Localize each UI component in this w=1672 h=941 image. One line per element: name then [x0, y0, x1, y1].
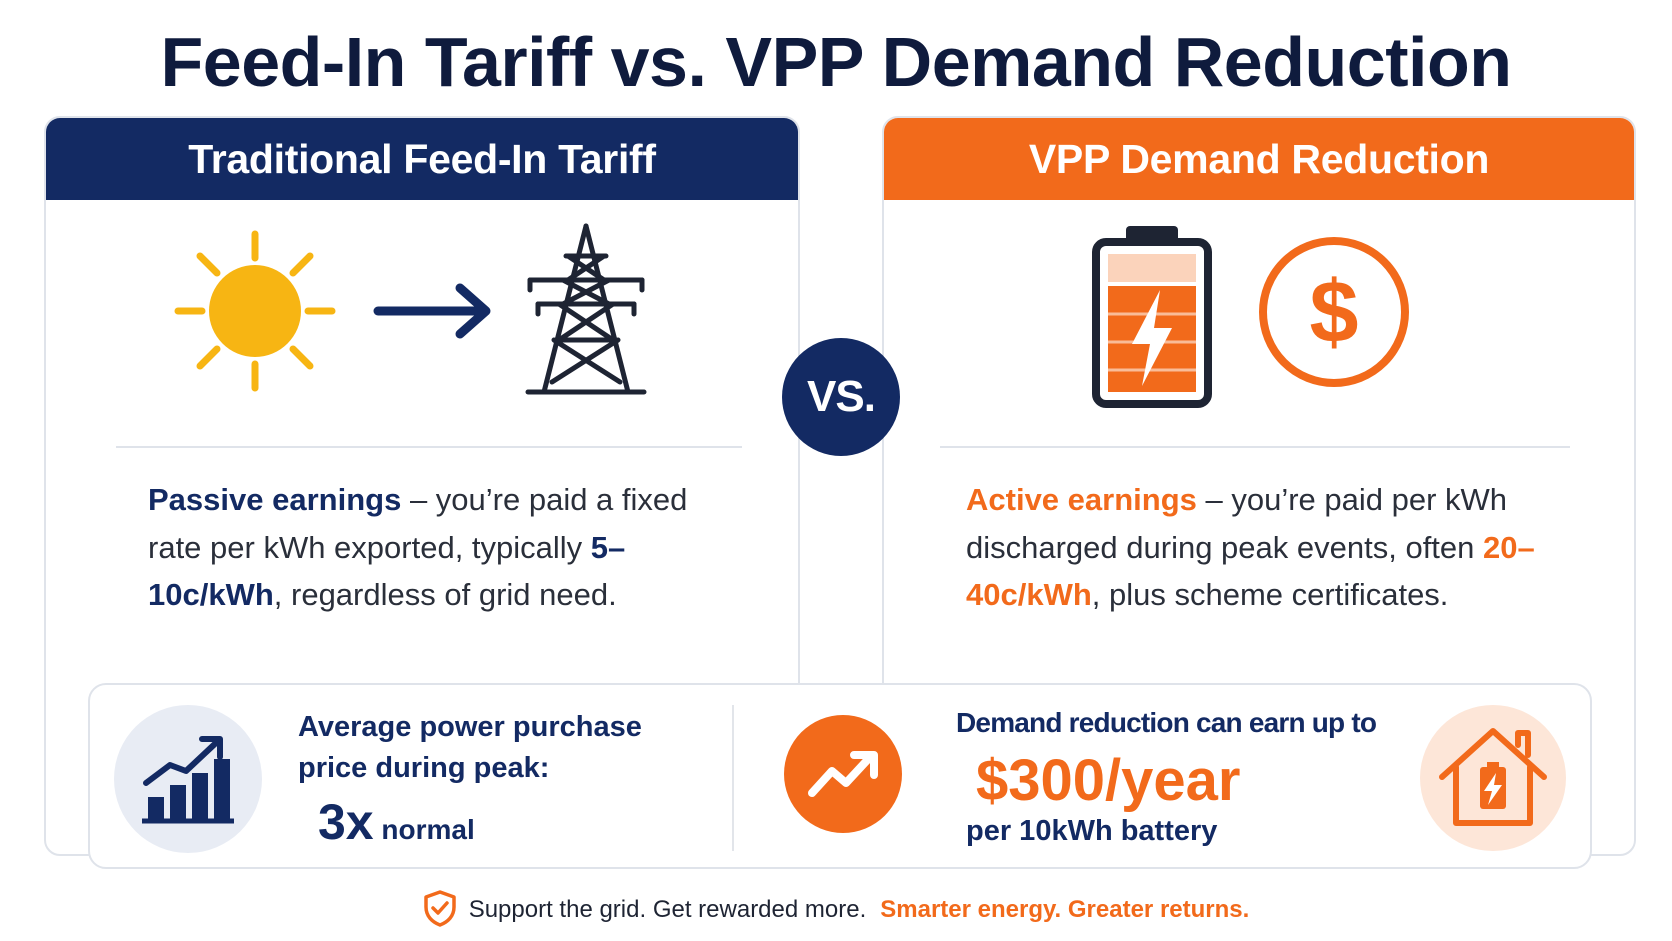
left-text-b: , regardless of grid need. — [273, 577, 617, 612]
trend-up-icon — [784, 715, 902, 833]
house-battery-icon — [1420, 705, 1566, 851]
stats-bar: Average power purchase price during peak… — [88, 683, 1592, 869]
footer-accent: Smarter energy. Greater returns. — [880, 896, 1250, 923]
transmission-tower-icon — [525, 223, 647, 395]
feed-in-tariff-description: Passive earnings – you’re paid a fixed r… — [148, 476, 708, 619]
vs-badge: VS. — [782, 338, 900, 456]
sun-icon — [174, 230, 336, 392]
battery-size-label: per 10kWh battery — [966, 815, 1218, 847]
passive-earnings-label: Passive earnings — [148, 482, 402, 517]
feed-in-rate: 5–10c/kWh — [148, 529, 626, 613]
vs-label: VS. — [807, 372, 876, 421]
footer-text: Support the grid. Get rewarded more. — [468, 896, 867, 923]
right-text-a: – you’re paid per kWh discharged during … — [966, 482, 1508, 565]
vpp-header: VPP Demand Reduction — [884, 118, 1634, 200]
dollar-circle-icon: $ — [1259, 237, 1409, 387]
page-title: Feed-In Tariff vs. VPP Demand Reduction — [160, 23, 1512, 101]
peak-multiplier-suffix: normal — [373, 814, 475, 845]
bar-chart-growth-icon — [114, 705, 262, 853]
vpp-description: Active earnings – you’re paid per kWh di… — [966, 476, 1586, 619]
arrow-right-icon — [373, 283, 491, 339]
active-earnings-label: Active earnings — [966, 482, 1197, 517]
left-divider — [116, 446, 742, 448]
shield-check-icon — [423, 889, 456, 927]
vpp-rate: 20–40c/kWh — [966, 529, 1535, 613]
annual-earnings-value: $300/year — [976, 748, 1241, 813]
peak-price-value: 3x normal — [318, 793, 475, 851]
peak-price-label: Average power purchase price during peak… — [298, 711, 642, 784]
svg-text:$: $ — [1310, 262, 1359, 361]
right-text-b: , plus scheme certificates. — [1091, 577, 1449, 612]
demand-reduction-label: Demand reduction can earn up to — [956, 707, 1377, 738]
stats-separator — [732, 705, 734, 851]
left-text-a: – you’re paid a fixed rate per kWh expor… — [148, 482, 688, 565]
footer: Support the grid. Get rewarded more. Smar… — [0, 888, 1672, 932]
battery-charging-icon — [1092, 226, 1212, 408]
right-divider — [940, 446, 1570, 448]
feed-in-tariff-header: Traditional Feed-In Tariff — [46, 118, 798, 200]
peak-multiplier: 3x — [318, 794, 374, 850]
